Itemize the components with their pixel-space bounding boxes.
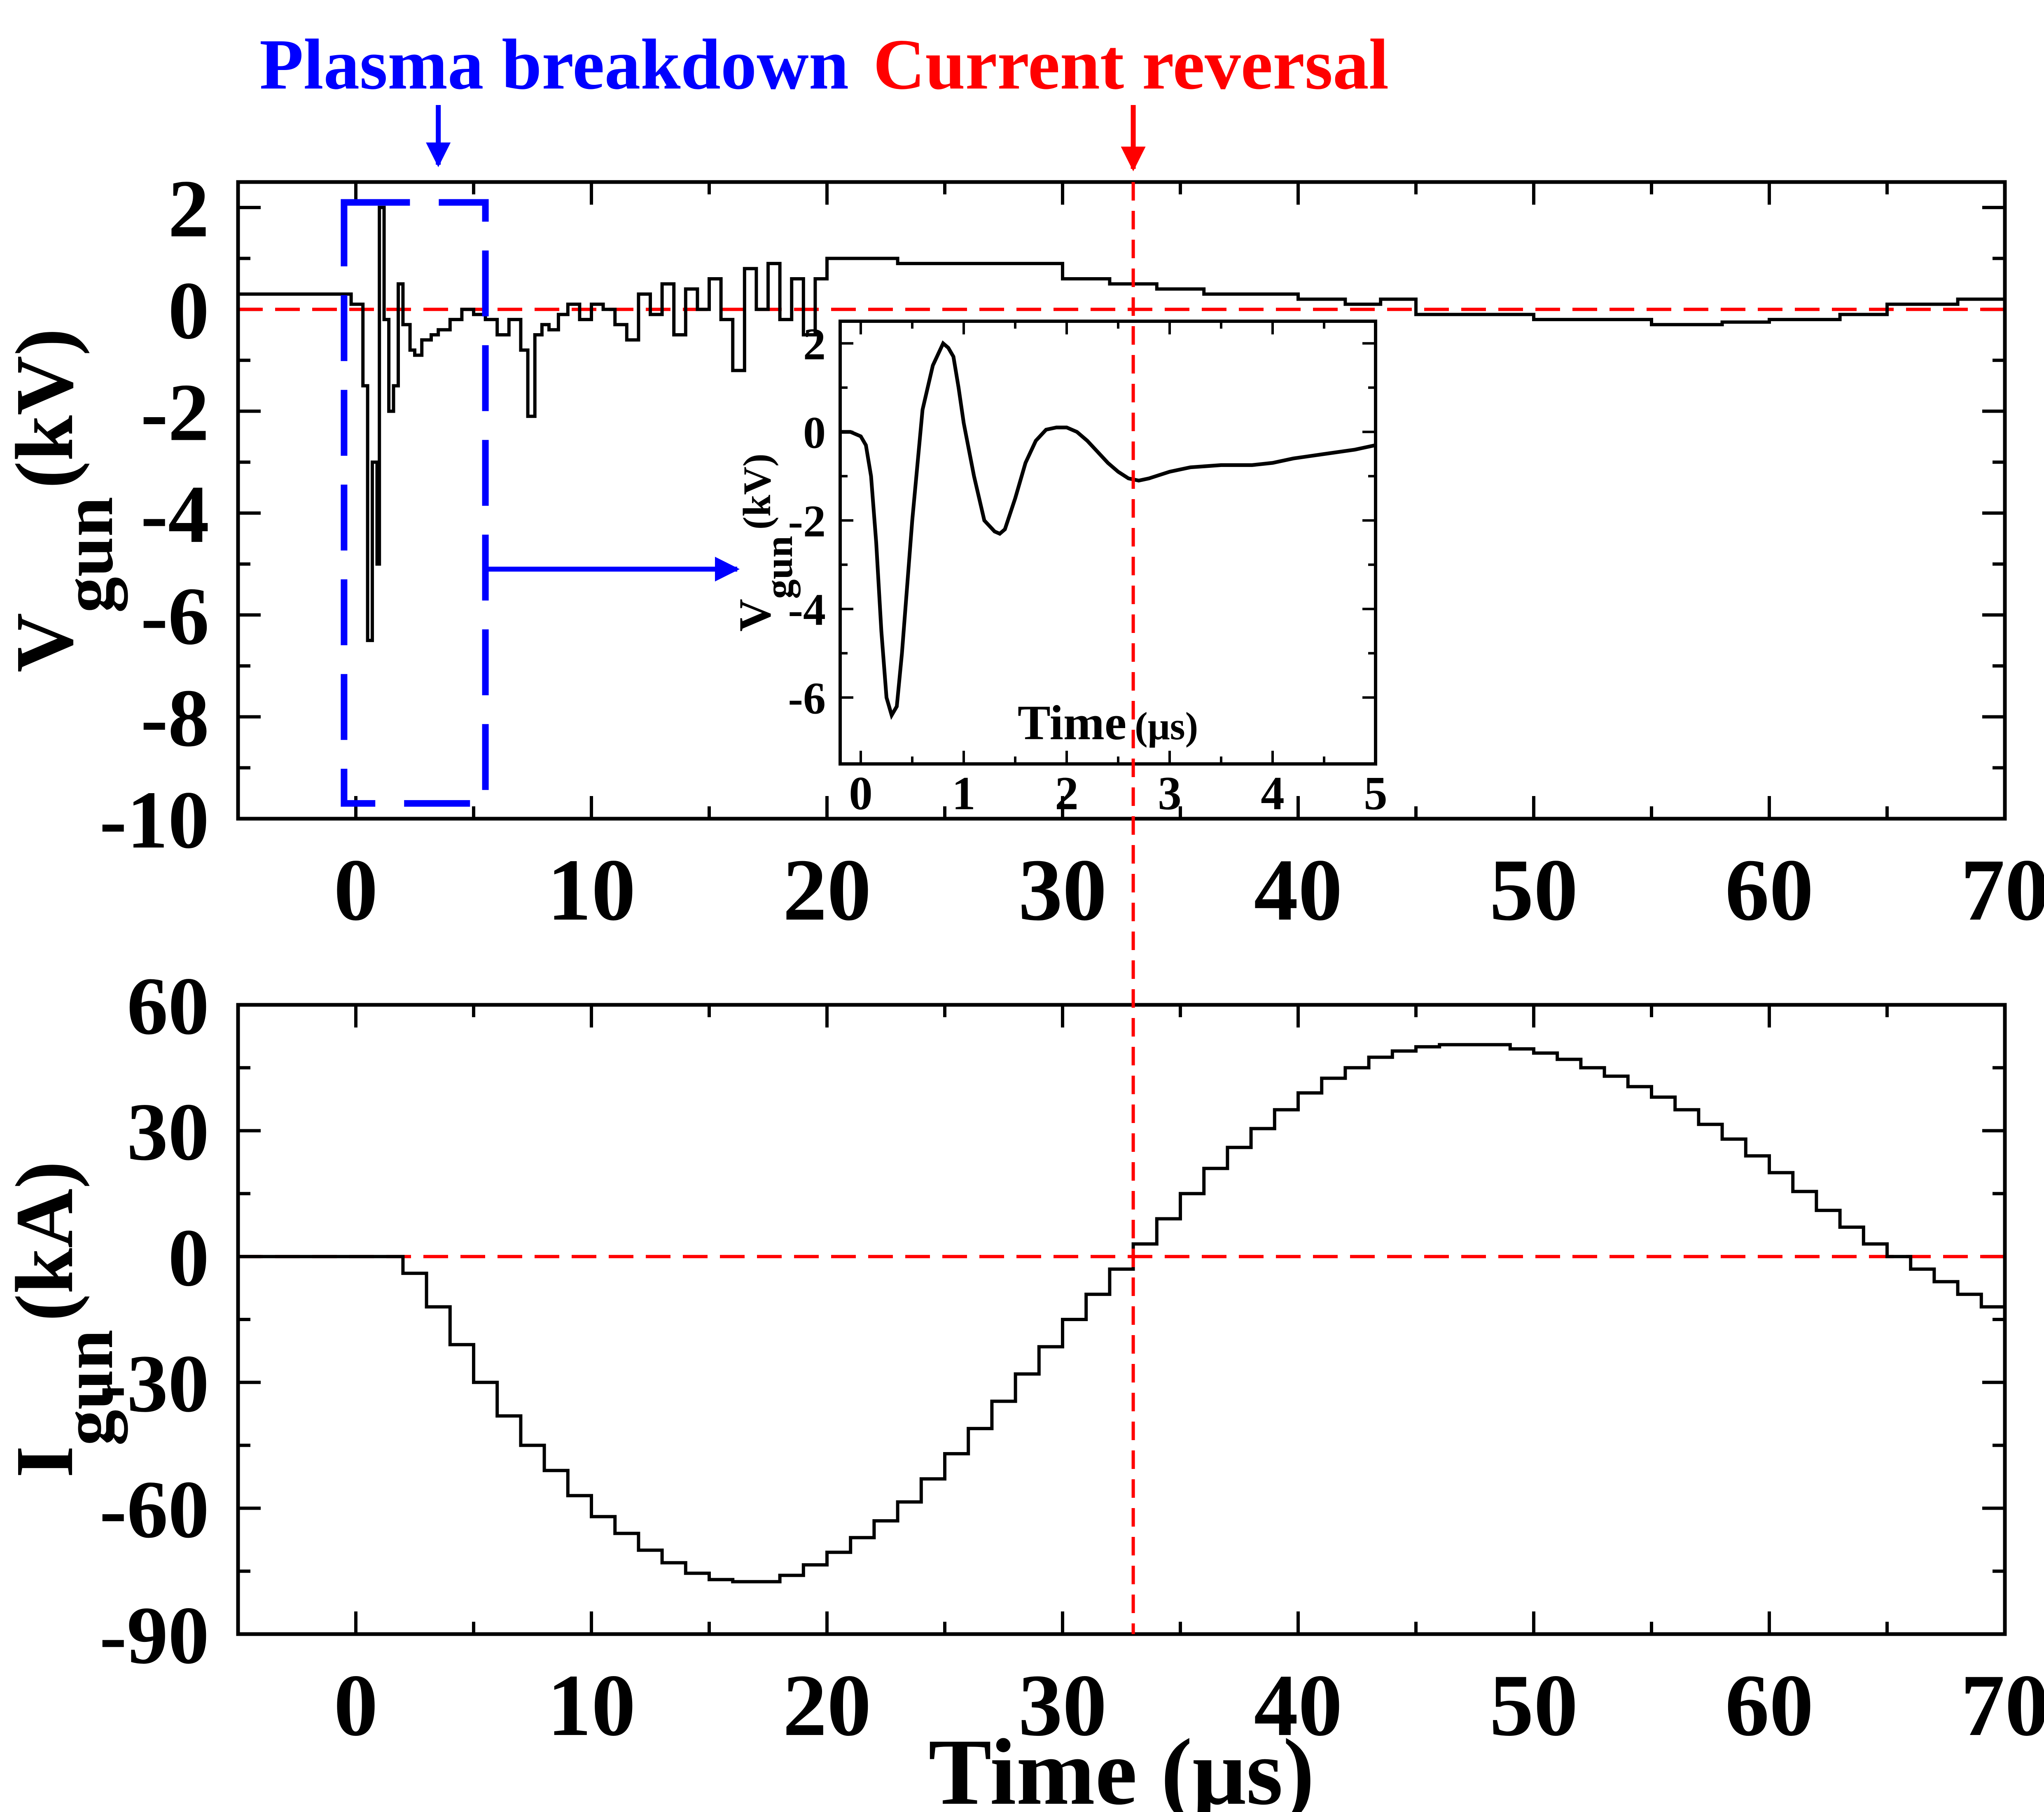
voltage-xtick-label: 70 xyxy=(1961,841,2044,939)
current-x-ticks xyxy=(354,1005,2007,1634)
voltage-xtick-label: 0 xyxy=(334,841,378,939)
current-x-tick-labels: 0 10 20 30 40 50 60 70 xyxy=(334,1656,2044,1754)
current-ytick-label: -90 xyxy=(99,1590,209,1681)
inset-trace xyxy=(840,340,1376,720)
current-xlabel: Time (μs) xyxy=(928,1719,1314,1812)
inset-xtick-label: 0 xyxy=(849,767,873,820)
current-xtick-label: 10 xyxy=(547,1656,636,1754)
voltage-x-tick-labels: 0 10 20 30 40 50 60 70 xyxy=(334,841,2044,939)
inset-xtick-label: 3 xyxy=(1158,767,1182,820)
voltage-ylabel: Vgun(kV) xyxy=(0,328,128,672)
inset-ytick-label: 0 xyxy=(803,407,826,458)
voltage-ytick-label: -10 xyxy=(99,775,209,866)
voltage-panel: 20-2-4-6-8-10 0 10 20 30 40 50 60 70 Vgun(kV) xyxy=(0,163,2044,939)
voltage-ytick-label: -8 xyxy=(140,673,209,764)
voltage-xtick-label: 40 xyxy=(1254,841,1343,939)
voltage-inset: 2 0 -2 -4 -6 0 1 2 3 4 5 Time (μs) Vgun(kV) xyxy=(730,319,1388,820)
current-ytick-label: -60 xyxy=(99,1464,209,1555)
current-xtick-label: 70 xyxy=(1961,1656,2044,1754)
current-y-ticks xyxy=(238,1003,2005,1636)
current-xtick-label: 50 xyxy=(1490,1656,1578,1754)
voltage-xtick-label: 10 xyxy=(547,841,636,939)
voltage-plot-frame xyxy=(236,180,2007,821)
current-trace xyxy=(238,1043,2007,1583)
inset-xtick-label: 2 xyxy=(1055,767,1079,820)
current-ytick-label: -30 xyxy=(99,1338,209,1429)
inset-plot-frame xyxy=(839,320,1377,766)
voltage-xtick-label: 50 xyxy=(1490,841,1578,939)
plasma-breakdown-label: Plasma breakdown xyxy=(259,24,849,104)
inset-xtick-label: 4 xyxy=(1261,767,1285,820)
inset-y-tick-labels: 2 0 -2 -4 -6 xyxy=(788,319,826,723)
voltage-ytick-label: -4 xyxy=(140,469,209,560)
voltage-y-ticks xyxy=(238,205,2005,820)
inset-ytick-label: -6 xyxy=(788,673,826,723)
voltage-y-tick-labels: 2 0 -2 -4 -6 -8 -10 xyxy=(99,163,209,866)
voltage-xtick-label: 60 xyxy=(1725,841,1814,939)
inset-xtick-label: 5 xyxy=(1364,767,1388,820)
inset-xtick-label: 1 xyxy=(952,767,976,820)
voltage-ytick-label: 0 xyxy=(168,265,209,356)
inset-ytick-label: -2 xyxy=(788,496,826,546)
inset-ytick-label: -4 xyxy=(788,584,826,635)
voltage-ytick-label: -6 xyxy=(140,571,209,662)
breakdown-zoom-box xyxy=(341,199,489,807)
inset-xlabel: Time (μs) xyxy=(1018,695,1198,750)
current-ylabel: Igun(kA) xyxy=(0,1161,128,1478)
voltage-xtick-label: 30 xyxy=(1018,841,1107,939)
current-xtick-label: 20 xyxy=(783,1656,871,1754)
inset-ytick-label: 2 xyxy=(803,319,826,369)
voltage-trace xyxy=(238,205,2007,642)
voltage-ytick-label: -2 xyxy=(140,367,209,458)
inset-background xyxy=(840,321,1376,764)
current-plot-frame xyxy=(236,1003,2007,1636)
current-xtick-label: 40 xyxy=(1254,1656,1343,1754)
current-reversal-label: Current reversal xyxy=(873,24,1389,104)
inset-ylabel: Vgun(kV) xyxy=(730,453,801,631)
voltage-ytick-label: 2 xyxy=(168,163,209,255)
current-ytick-label: 0 xyxy=(168,1212,209,1303)
inset-x-tick-labels: 0 1 2 3 4 5 xyxy=(849,767,1388,820)
current-ytick-label: 60 xyxy=(127,961,209,1052)
current-xtick-label: 30 xyxy=(1018,1656,1107,1754)
current-y-tick-labels: 60 30 0 -30 -60 -90 xyxy=(99,961,209,1681)
current-ytick-label: 30 xyxy=(127,1087,209,1178)
voltage-xtick-label: 20 xyxy=(783,841,871,939)
current-xtick-label: 0 xyxy=(334,1656,378,1754)
voltage-x-ticks xyxy=(354,182,2007,819)
current-xtick-label: 60 xyxy=(1725,1656,1814,1754)
